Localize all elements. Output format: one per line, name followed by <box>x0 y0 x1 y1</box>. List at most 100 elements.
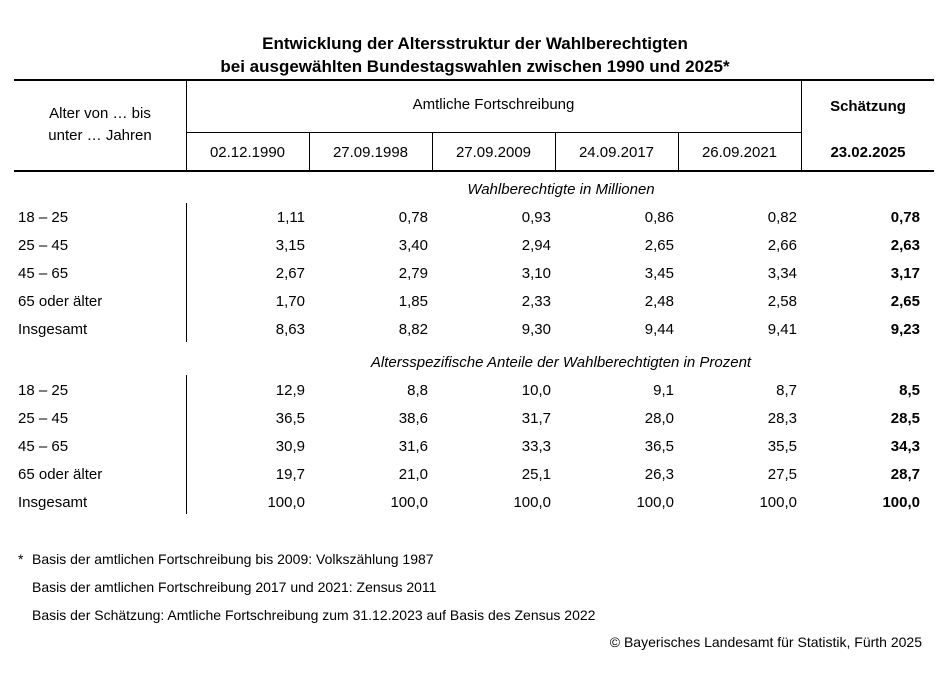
table-cell: 25,1 <box>521 466 551 483</box>
date-header-2025: 23.02.2025 <box>830 144 906 161</box>
table-cell: 2,67 <box>275 265 305 282</box>
table-cell: 2,65 <box>644 237 674 254</box>
table-cell: 21,0 <box>398 466 428 483</box>
section-heading-percent: Altersspezifische Anteile der Wahlberech… <box>370 354 752 371</box>
table-cell: 3,10 <box>521 265 551 282</box>
age-header-line-2: unter … Jahren <box>48 127 152 144</box>
estimate-cell: 9,23 <box>890 321 920 338</box>
header-mid-rule <box>186 132 801 133</box>
date-header-2017: 24.09.2017 <box>578 144 655 161</box>
row-label: 25 – 45 <box>18 237 69 254</box>
estimate-cell: 28,7 <box>890 466 920 483</box>
table-cell: 0,93 <box>521 209 551 226</box>
table-cell: 100,0 <box>636 494 674 511</box>
copyright: © Bayerisches Landesamt für Statistik, F… <box>609 634 922 650</box>
table-cell: 2,79 <box>398 265 428 282</box>
header-divider-age <box>186 80 187 171</box>
header-divider-col3 <box>432 133 433 171</box>
table-cell: 0,86 <box>644 209 674 226</box>
header-top-rule <box>14 79 934 81</box>
table-cell: 30,9 <box>275 438 305 455</box>
table-cell: 3,15 <box>275 237 305 254</box>
table-cell: 100,0 <box>759 494 797 511</box>
date-header-2009: 27.09.2009 <box>455 144 532 161</box>
row-label: Insgesamt <box>18 494 88 511</box>
table-cell: 28,0 <box>644 410 674 427</box>
table-cell: 100,0 <box>513 494 551 511</box>
footnote-line-2: Basis der amtlichen Fortschreibung 2017 … <box>32 579 437 595</box>
table-cell: 9,1 <box>653 382 674 399</box>
table-cell: 3,34 <box>767 265 797 282</box>
table-cell: 9,44 <box>644 321 674 338</box>
table-cell: 1,85 <box>398 293 428 310</box>
table-cell: 2,33 <box>521 293 551 310</box>
row-label: 18 – 25 <box>18 209 69 226</box>
header-divider-estimate <box>801 80 802 171</box>
table-cell: 36,5 <box>644 438 674 455</box>
estimate-cell: 28,5 <box>890 410 920 427</box>
table-cell: 36,5 <box>275 410 305 427</box>
table-cell: 31,7 <box>521 410 551 427</box>
estimate-cell: 2,63 <box>890 237 920 254</box>
estimate-cell: 3,17 <box>890 265 920 282</box>
row-label: 45 – 65 <box>18 438 69 455</box>
age-header-line-1: Alter von … bis <box>49 105 151 122</box>
header-divider-col4 <box>555 133 556 171</box>
date-header-2021: 26.09.2021 <box>701 144 778 161</box>
table-cell: 0,82 <box>767 209 797 226</box>
table-cell: 33,3 <box>521 438 551 455</box>
table-title-line-1: Entwicklung der Altersstruktur der Wahlb… <box>262 34 688 53</box>
row-label: 65 oder älter <box>18 466 103 483</box>
section2-left-divider <box>186 375 187 514</box>
estimate-cell: 34,3 <box>890 438 920 455</box>
table-cell: 3,40 <box>398 237 428 254</box>
row-label: Insgesamt <box>18 321 88 338</box>
table-cell: 28,3 <box>767 410 797 427</box>
date-header-1998: 27.09.1998 <box>332 144 409 161</box>
row-label: 25 – 45 <box>18 410 69 427</box>
official-header: Amtliche Fortschreibung <box>412 96 575 113</box>
table-cell: 2,48 <box>644 293 674 310</box>
table-cell: 2,58 <box>767 293 797 310</box>
estimate-cell: 8,5 <box>899 382 920 399</box>
table-cell: 38,6 <box>398 410 428 427</box>
table-cell: 27,5 <box>767 466 797 483</box>
table-cell: 35,5 <box>767 438 797 455</box>
table-cell: 9,30 <box>521 321 551 338</box>
table-cell: 8,63 <box>275 321 305 338</box>
table-cell: 31,6 <box>398 438 428 455</box>
table-cell: 0,78 <box>398 209 428 226</box>
footnote-line-1: Basis der amtlichen Fortschreibung bis 2… <box>32 551 434 567</box>
estimate-cell: 2,65 <box>890 293 920 310</box>
table-cell: 100,0 <box>390 494 428 511</box>
table-cell: 1,70 <box>275 293 305 310</box>
table-cell: 8,8 <box>407 382 428 399</box>
table-cell: 8,7 <box>776 382 797 399</box>
row-label: 45 – 65 <box>18 265 69 282</box>
table-cell: 26,3 <box>644 466 674 483</box>
table-cell: 1,11 <box>276 209 305 226</box>
header-divider-col5 <box>678 133 679 171</box>
estimate-cell: 0,78 <box>890 209 920 226</box>
footnote-marker: * <box>18 551 24 567</box>
table-cell: 8,82 <box>398 321 428 338</box>
section1-left-divider <box>186 203 187 342</box>
estimate-cell: 100,0 <box>882 494 920 511</box>
section-heading-millions: Wahlberechtigte in Millionen <box>467 181 655 198</box>
header-bottom-rule <box>14 170 934 172</box>
footnote-line-3: Basis der Schätzung: Amtliche Fortschrei… <box>32 607 596 623</box>
table-title-line-2: bei ausgewählten Bundestagswahlen zwisch… <box>220 57 730 76</box>
table-cell: 3,45 <box>644 265 674 282</box>
table-cell: 100,0 <box>267 494 305 511</box>
table-cell: 2,94 <box>521 237 551 254</box>
row-label: 18 – 25 <box>18 382 69 399</box>
date-header-1990: 02.12.1990 <box>209 144 286 161</box>
row-label: 65 oder älter <box>18 293 103 310</box>
table-cell: 2,66 <box>767 237 797 254</box>
table-cell: 12,9 <box>275 382 305 399</box>
estimate-header: Schätzung <box>830 98 906 115</box>
table-cell: 10,0 <box>521 382 551 399</box>
table-cell: 19,7 <box>275 466 305 483</box>
header-divider-col2 <box>309 133 310 171</box>
table-cell: 9,41 <box>767 321 797 338</box>
